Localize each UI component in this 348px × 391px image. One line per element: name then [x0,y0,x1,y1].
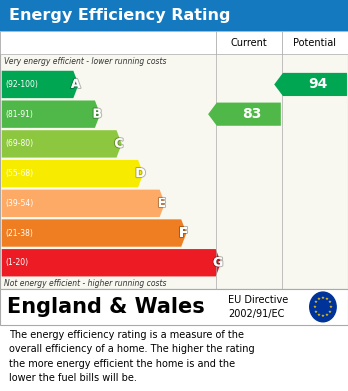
Text: ★: ★ [328,310,332,314]
Text: The energy efficiency rating is a measure of the
overall efficiency of a home. T: The energy efficiency rating is a measur… [9,330,254,383]
Text: ★: ★ [329,305,333,309]
Text: (81-91): (81-91) [5,109,33,119]
Bar [0,0,348,31]
Text: D: D [135,167,145,180]
Text: ★: ★ [325,313,329,317]
Polygon shape [2,160,143,187]
Circle shape [310,292,336,322]
Text: (69-80): (69-80) [5,139,33,149]
Text: Not energy efficient - higher running costs: Not energy efficient - higher running co… [4,279,167,288]
Text: ★: ★ [325,297,329,301]
Text: ★: ★ [314,310,318,314]
Text: 83: 83 [242,107,261,121]
Text: (92-100): (92-100) [5,80,38,89]
Polygon shape [2,249,221,276]
Bar [216,31,282,54]
Polygon shape [2,100,100,128]
Bar [282,31,348,54]
Text: C: C [114,137,124,151]
Text: Very energy efficient - lower running costs: Very energy efficient - lower running co… [4,57,167,66]
Text: 94: 94 [308,77,327,91]
Text: ★: ★ [321,314,325,318]
Text: G: G [213,256,223,269]
Text: Potential: Potential [293,38,337,48]
Text: Current: Current [230,38,267,48]
Text: England & Wales: England & Wales [7,297,205,317]
Text: E: E [158,197,166,210]
Bar [0,31,348,289]
Polygon shape [2,71,79,98]
Text: (1-20): (1-20) [5,258,28,267]
Text: ★: ★ [317,297,321,301]
Text: ★: ★ [321,296,325,300]
Text: F: F [179,226,188,240]
Text: A: A [71,78,80,91]
Text: ★: ★ [314,300,318,304]
Polygon shape [2,219,187,247]
Polygon shape [2,190,165,217]
Text: EU Directive
2002/91/EC: EU Directive 2002/91/EC [228,295,288,319]
Text: ★: ★ [317,313,321,317]
Text: (55-68): (55-68) [5,169,33,178]
Text: ★: ★ [313,305,317,309]
Text: Energy Efficiency Rating: Energy Efficiency Rating [9,8,230,23]
Text: (39-54): (39-54) [5,199,33,208]
Text: ★: ★ [328,300,332,304]
Text: (21-38): (21-38) [5,228,33,238]
Polygon shape [208,102,281,126]
Bar [0,289,348,325]
Polygon shape [2,130,122,158]
Text: B: B [93,108,102,121]
Polygon shape [274,73,347,96]
Bar [0,31,216,54]
